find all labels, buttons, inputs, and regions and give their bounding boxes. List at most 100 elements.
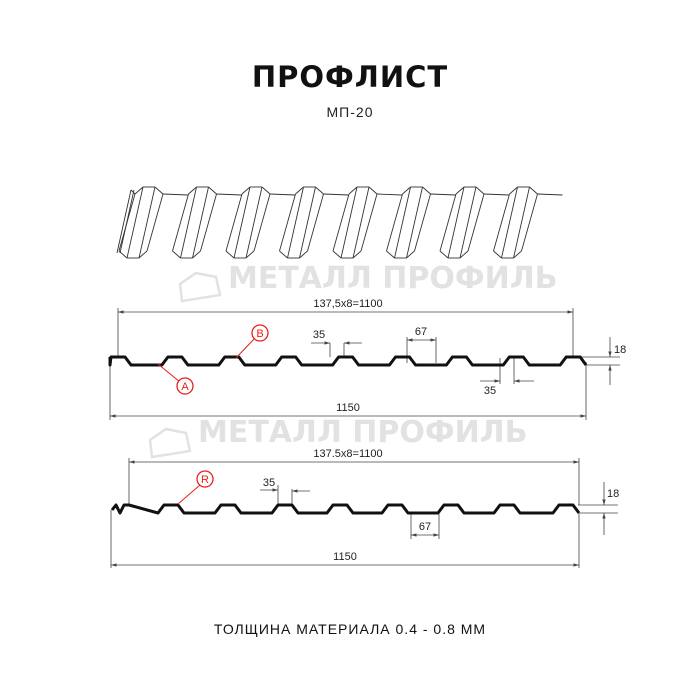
sheet-edge bbox=[352, 186, 370, 259]
marker-r: R bbox=[201, 474, 209, 486]
sheet-edge bbox=[513, 186, 530, 259]
total-width-dimension: 1150 bbox=[333, 551, 357, 563]
sheet-edge bbox=[455, 186, 465, 195]
sheet-edge bbox=[126, 186, 144, 259]
sheet-edge bbox=[172, 250, 181, 259]
sheet-edge bbox=[348, 186, 358, 195]
sheet-edge bbox=[287, 186, 304, 259]
sheet-edge bbox=[192, 186, 209, 259]
sheet-edge bbox=[430, 193, 456, 196]
sheet-edge bbox=[368, 186, 378, 195]
height-dimension: 18 bbox=[607, 488, 619, 500]
sheet-edge bbox=[307, 193, 324, 252]
sheet-edge bbox=[225, 250, 235, 259]
sheet-edge bbox=[299, 186, 316, 259]
svg-text:МЕТАЛЛ ПРОФИЛЬ: МЕТАЛЛ ПРОФИЛЬ bbox=[198, 415, 528, 450]
sheet-edge bbox=[493, 250, 502, 259]
sheet-edge bbox=[241, 186, 251, 195]
marker-b: B bbox=[256, 328, 263, 340]
sheet-edge bbox=[192, 250, 201, 259]
sheet-edge bbox=[295, 186, 304, 195]
bottom-width-dimension: 67 bbox=[419, 521, 431, 533]
sheet-edge bbox=[162, 193, 189, 196]
sheet-edge bbox=[315, 186, 324, 195]
sheet-edge bbox=[138, 250, 148, 259]
watermark-2: МЕТАЛЛ ПРОФИЛЬ bbox=[148, 415, 528, 459]
sheet-edge bbox=[501, 186, 518, 259]
sheet-edge bbox=[116, 189, 132, 254]
sheet-3d-view bbox=[116, 186, 563, 259]
sheet-edge bbox=[459, 250, 469, 259]
sheet-edge bbox=[439, 250, 449, 259]
page-title: ПРОФЛИСТ bbox=[251, 60, 449, 94]
sheet-edge bbox=[253, 193, 271, 252]
profile-r-line bbox=[110, 503, 581, 515]
pitch-dimension: 137.5x8=1100 bbox=[313, 448, 382, 460]
sheet-edge bbox=[172, 193, 189, 252]
sheet-edge bbox=[459, 186, 477, 259]
profile-r-drawing: 137.5x8=1100 1150 35 67 18 R bbox=[110, 448, 619, 568]
height-dimension: 18 bbox=[614, 344, 626, 356]
sheet-edge bbox=[513, 250, 522, 259]
sheet-edge bbox=[134, 186, 144, 195]
sheet-edge bbox=[138, 186, 156, 259]
sheet-edge bbox=[332, 193, 350, 252]
sheet-edge bbox=[245, 186, 263, 259]
sheet-edge bbox=[225, 193, 243, 252]
sheet-edge bbox=[279, 250, 288, 259]
sheet-edge bbox=[467, 193, 485, 252]
marker-a: A bbox=[181, 381, 189, 393]
sheet-edge bbox=[475, 186, 485, 195]
sheet-edge bbox=[261, 186, 271, 195]
material-thickness-note: ТОЛЩИНА МАТЕРИАЛА 0.4 - 0.8 ММ bbox=[213, 621, 487, 637]
sheet-edge bbox=[386, 250, 395, 259]
sheet-edge bbox=[422, 186, 431, 195]
total-width-dimension: 1150 bbox=[336, 402, 360, 414]
sheet-edge bbox=[200, 193, 217, 252]
watermark-1: МЕТАЛЛ ПРОФИЛЬ bbox=[178, 261, 558, 303]
sheet-edge bbox=[439, 193, 457, 252]
sheet-edge bbox=[414, 193, 431, 252]
sheet-edge bbox=[299, 250, 308, 259]
sheet-edge bbox=[376, 193, 403, 196]
profile-a-line bbox=[108, 355, 588, 367]
top-width-dimension: 35 bbox=[263, 477, 275, 489]
svg-text:МЕТАЛЛ ПРОФИЛЬ: МЕТАЛЛ ПРОФИЛЬ bbox=[228, 261, 558, 296]
sheet-edge bbox=[146, 193, 164, 252]
sheet-edge bbox=[332, 250, 342, 259]
bottom-width-dimension-2: 35 bbox=[484, 385, 496, 397]
sheet-edge bbox=[483, 193, 510, 196]
sheet-edge bbox=[406, 250, 415, 259]
sheet-edge bbox=[216, 193, 242, 196]
sheet-edge bbox=[279, 193, 296, 252]
sheet-edge bbox=[406, 186, 423, 259]
sheet-edge bbox=[180, 186, 197, 259]
sheet-edge bbox=[360, 193, 378, 252]
sheet-edge bbox=[509, 186, 518, 195]
model-subtitle: МП-20 bbox=[326, 104, 374, 120]
sheet-edge bbox=[521, 193, 538, 252]
sheet-edge bbox=[188, 186, 197, 195]
sheet-edge bbox=[402, 186, 411, 195]
sheet-edge bbox=[233, 186, 251, 259]
sheet-edge bbox=[154, 186, 164, 195]
sheet-edge bbox=[245, 250, 255, 259]
sheet-edge bbox=[352, 250, 362, 259]
bottom-width-dimension: 67 bbox=[415, 326, 427, 338]
sheet-edge bbox=[119, 189, 135, 254]
sheet-edge bbox=[394, 186, 411, 259]
sheet-edge bbox=[493, 193, 510, 252]
sheet-edge bbox=[269, 193, 296, 196]
sheet-edge bbox=[130, 189, 136, 195]
sheet-edge bbox=[340, 186, 358, 259]
sheet-edge bbox=[208, 186, 217, 195]
sheet-edge bbox=[537, 193, 563, 196]
sheet-edge bbox=[386, 193, 403, 252]
sheet-edge bbox=[529, 186, 538, 195]
sheet-edge bbox=[447, 186, 465, 259]
profile-a-drawing: 137,5x8=1100 1150 35 67 35 18 A B bbox=[108, 298, 626, 420]
sheet-edge bbox=[323, 193, 349, 196]
pitch-dimension: 137,5x8=1100 bbox=[313, 298, 382, 310]
top-width-dimension: 35 bbox=[313, 329, 325, 341]
